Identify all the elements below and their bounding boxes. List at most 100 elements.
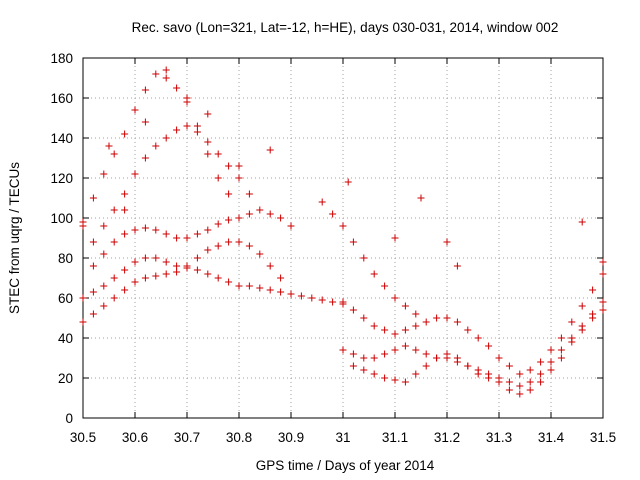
data-point: [391, 234, 399, 242]
data-point: [360, 254, 368, 262]
data-point: [245, 282, 253, 290]
data-point: [79, 318, 87, 326]
data-point: [100, 282, 108, 290]
data-point: [547, 358, 555, 366]
data-point: [318, 296, 326, 304]
data-point: [204, 246, 212, 254]
y-axis-label: STEC from uqrg / TECUs: [7, 162, 22, 314]
data-point: [526, 386, 534, 394]
data-point: [412, 370, 420, 378]
data-point: [131, 278, 139, 286]
data-point: [131, 258, 139, 266]
x-tick-label: 31.2: [434, 430, 460, 445]
data-point: [193, 122, 201, 130]
data-point: [100, 250, 108, 258]
data-point: [495, 378, 503, 386]
data-point: [204, 138, 212, 146]
data-point: [308, 294, 316, 302]
data-point: [412, 346, 420, 354]
x-tick-label: 30.5: [70, 430, 96, 445]
data-point: [100, 170, 108, 178]
y-tick-label: 80: [58, 251, 73, 266]
data-point: [245, 190, 253, 198]
data-point: [214, 174, 222, 182]
data-point: [131, 106, 139, 114]
data-point: [131, 170, 139, 178]
y-tick-label: 60: [58, 291, 73, 306]
data-point: [162, 66, 170, 74]
y-tick-label: 140: [50, 131, 73, 146]
data-point: [412, 322, 420, 330]
data-point: [360, 354, 368, 362]
data-point: [422, 362, 430, 370]
data-point: [173, 268, 181, 276]
data-point: [121, 130, 129, 138]
data-point: [412, 310, 420, 318]
data-point: [110, 150, 118, 158]
data-point: [121, 266, 129, 274]
data-point: [162, 74, 170, 82]
x-tick-label: 30.7: [174, 430, 200, 445]
data-point: [599, 258, 607, 266]
data-point: [193, 266, 201, 274]
data-point: [474, 334, 482, 342]
data-point: [578, 326, 586, 334]
data-point: [339, 222, 347, 230]
data-point: [391, 294, 399, 302]
data-point: [422, 318, 430, 326]
data-points: [79, 66, 607, 398]
data-point: [193, 128, 201, 136]
data-point: [214, 150, 222, 158]
data-point: [417, 194, 425, 202]
chart-title: Rec. savo (Lon=321, Lat=-12, h=HE), days…: [132, 20, 559, 35]
data-point: [214, 274, 222, 282]
x-tick-label: 31.5: [590, 430, 616, 445]
y-tick-label: 100: [50, 211, 73, 226]
data-point: [183, 94, 191, 102]
data-point: [505, 362, 513, 370]
x-tick-label: 31: [335, 430, 350, 445]
data-point: [453, 262, 461, 270]
data-point: [349, 362, 357, 370]
x-tick-label: 31.4: [538, 430, 565, 445]
data-point: [193, 230, 201, 238]
data-point: [152, 254, 160, 262]
data-point: [547, 346, 555, 354]
data-point: [339, 298, 347, 306]
data-point: [370, 270, 378, 278]
data-point: [131, 226, 139, 234]
data-point: [547, 366, 555, 374]
data-point: [152, 70, 160, 78]
data-point: [173, 234, 181, 242]
data-point: [505, 378, 513, 386]
x-tick-label: 30.8: [226, 430, 252, 445]
data-point: [599, 270, 607, 278]
data-point: [266, 210, 274, 218]
data-point: [329, 298, 337, 306]
data-point: [235, 238, 243, 246]
data-point: [464, 326, 472, 334]
data-point: [381, 326, 389, 334]
data-point: [225, 278, 233, 286]
data-point: [578, 218, 586, 226]
data-point: [141, 224, 149, 232]
data-point: [297, 292, 305, 300]
data-point: [89, 262, 97, 270]
data-point: [152, 272, 160, 280]
data-point: [256, 284, 264, 292]
data-point: [277, 274, 285, 282]
data-point: [245, 242, 253, 250]
data-point: [235, 214, 243, 222]
y-tick-label: 0: [65, 411, 73, 426]
data-point: [277, 214, 285, 222]
data-point: [537, 370, 545, 378]
data-point: [381, 374, 389, 382]
x-tick-label: 31.3: [486, 430, 512, 445]
x-tick-label: 30.9: [278, 430, 304, 445]
data-point: [391, 376, 399, 384]
y-tick-label: 160: [50, 91, 73, 106]
data-point: [121, 206, 129, 214]
data-point: [495, 354, 503, 362]
data-point: [121, 286, 129, 294]
